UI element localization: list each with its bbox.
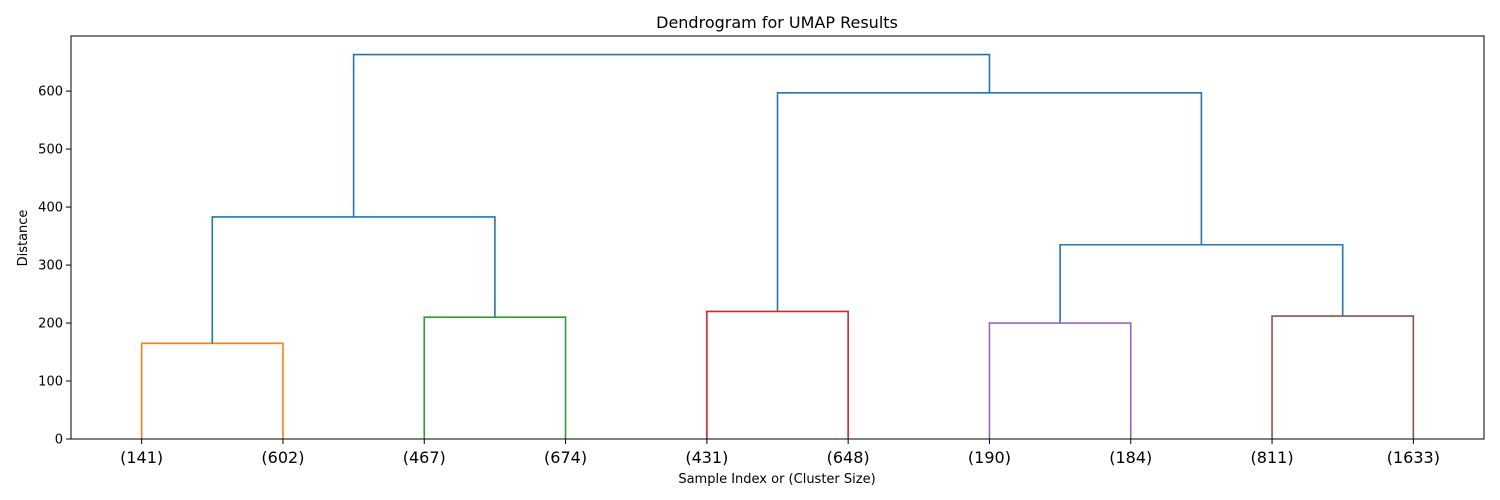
- y-tick-label: 100: [38, 375, 63, 390]
- leaf-label: (190): [968, 448, 1011, 467]
- leaf-label: (467): [403, 448, 446, 467]
- y-axis-label: Distance: [16, 210, 31, 267]
- leaf-label: (811): [1251, 448, 1294, 467]
- y-tick-label: 200: [38, 317, 63, 332]
- dendrogram-links: [140, 53, 1415, 439]
- y-tick-label: 600: [38, 85, 63, 100]
- leaf-label: (184): [1109, 448, 1152, 467]
- y-tick-label: 400: [38, 201, 63, 216]
- y-tick-label: 300: [38, 259, 63, 274]
- x-axis: (141) (602) (467) (674) (431) (648) (190) (184)…: [120, 439, 1440, 467]
- y-tick-label: 0: [55, 433, 63, 448]
- dendrogram-link: [352, 53, 991, 217]
- leaf-label: (141): [120, 448, 163, 467]
- leaf-label: (648): [827, 448, 870, 467]
- leaf-label: (1633): [1387, 448, 1440, 467]
- leaf-label: (674): [544, 448, 587, 467]
- plot-frame: [70, 35, 1485, 440]
- leaf-label: (602): [261, 448, 304, 467]
- y-axis: 0 100 200 300 400 500 600: [38, 85, 71, 448]
- chart-title: Dendrogram for UMAP Results: [656, 13, 898, 32]
- x-axis-label: Sample Index or (Cluster Size): [678, 472, 875, 487]
- y-tick-label: 500: [38, 143, 63, 158]
- leaf-label: (431): [685, 448, 728, 467]
